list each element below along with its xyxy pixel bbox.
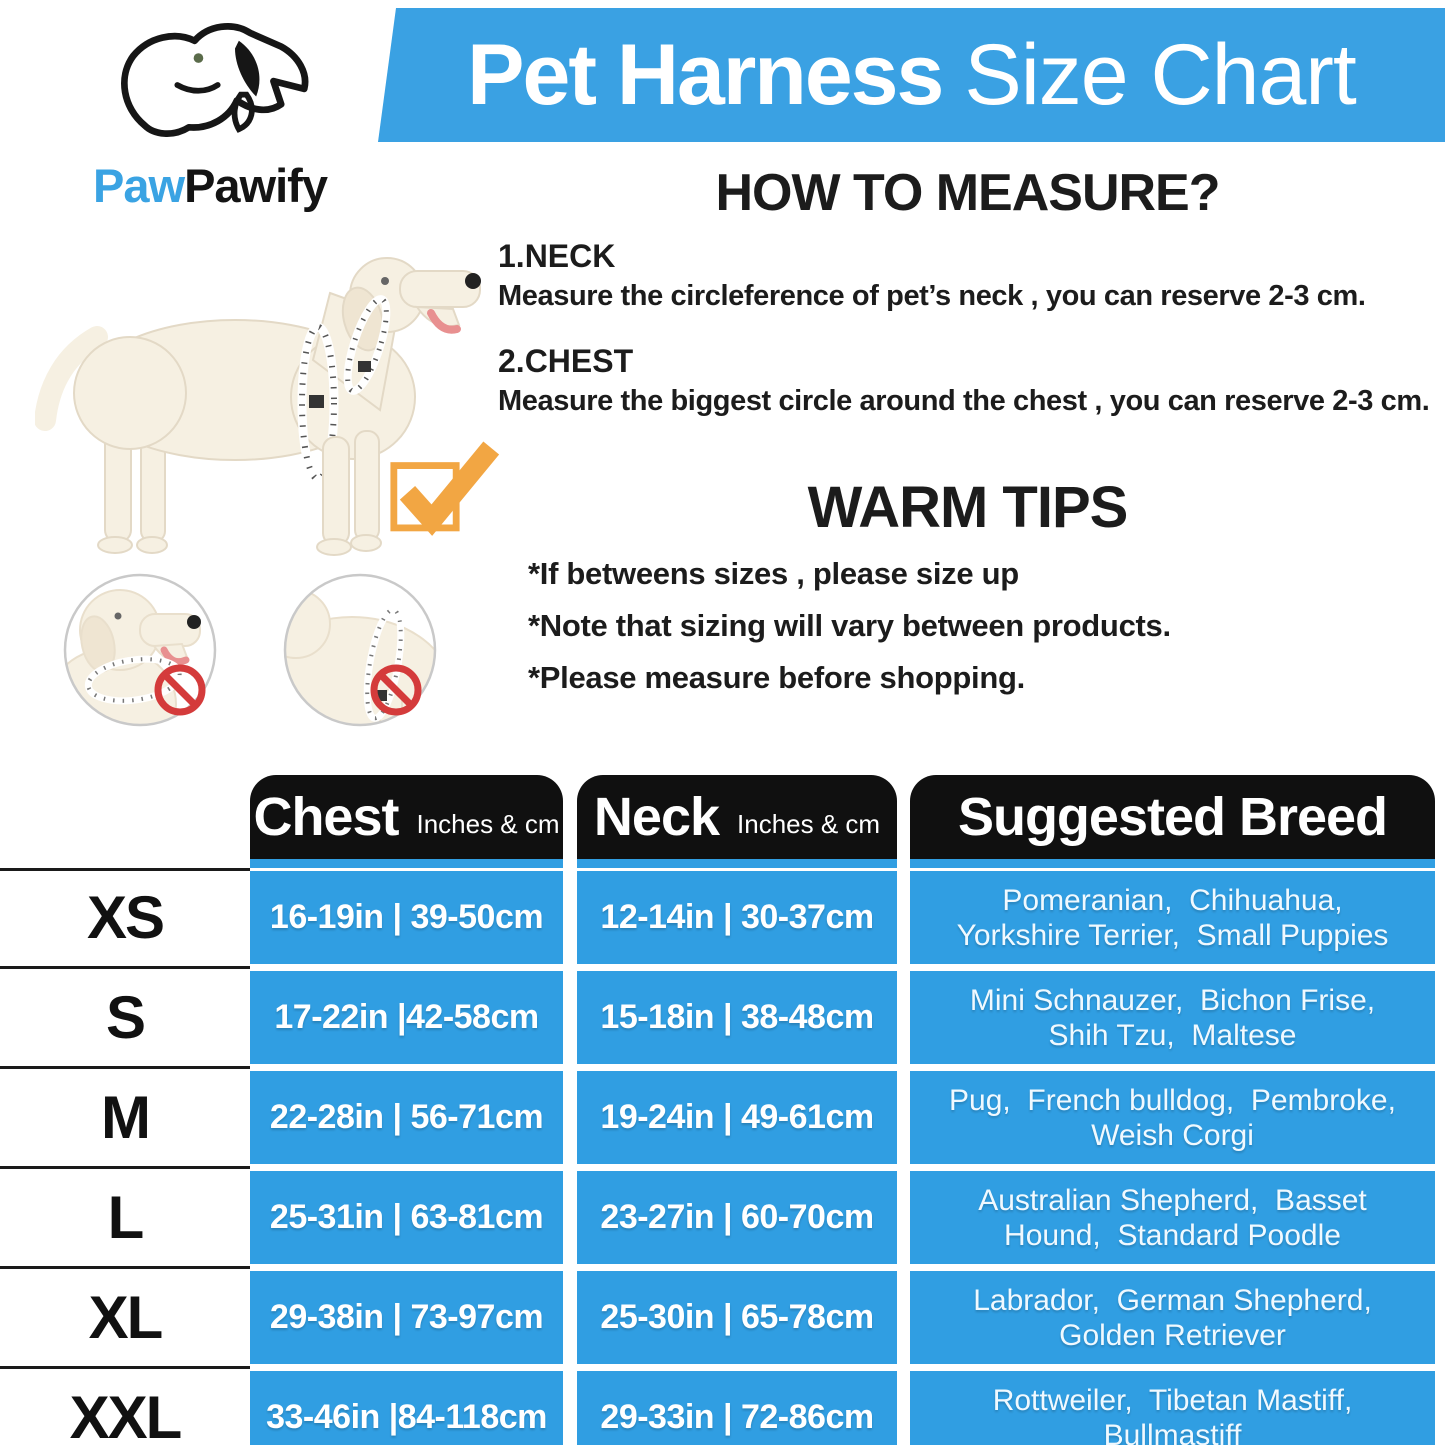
- chest-column-header: Chest Inches & cm: [250, 775, 563, 859]
- breed-line: Rottweiler, Tibetan Mastiff,: [992, 1383, 1353, 1417]
- neck-header-label: Neck: [593, 787, 720, 847]
- neck-value-xxl: 29-33in | 72-86cm: [577, 1371, 897, 1445]
- breed-line: Weish Corgi: [1091, 1118, 1254, 1152]
- title-bold: Pet Harness: [467, 26, 944, 123]
- size-label-m: M: [0, 1071, 250, 1164]
- tip-size-up: *If betweens sizes , please size up: [528, 556, 1019, 591]
- step-chest-label: 2.CHEST: [498, 343, 634, 379]
- size-label-xl: XL: [0, 1271, 250, 1364]
- dog-measuring-illustration: [35, 257, 481, 556]
- prohibition-icon: [154, 664, 206, 716]
- neck-header-accent: [577, 859, 897, 868]
- breed-cell-m: Pug, French bulldog, Pembroke, Weish Cor…: [910, 1071, 1435, 1164]
- breed-column-header: Suggested Breed: [910, 775, 1435, 859]
- step-neck-label: 1.NECK: [498, 238, 616, 274]
- brand-name: PawPawify: [45, 158, 375, 213]
- neck-value-m: 19-24in | 49-61cm: [577, 1071, 897, 1164]
- chest-value-xl: 29-38in | 73-97cm: [250, 1271, 563, 1364]
- breed-line: Yorkshire Terrier, Small Puppies: [956, 918, 1389, 952]
- size-label-xxl: XXL: [0, 1371, 250, 1445]
- chest-tape-icon: [297, 322, 339, 484]
- neck-header-units: Inches & cm: [737, 808, 881, 839]
- breed-cell-s: Mini Schnauzer, Bichon Frise, Shih Tzu, …: [910, 971, 1435, 1064]
- chest-value-m: 22-28in | 56-71cm: [250, 1071, 563, 1164]
- breed-header-accent: [910, 859, 1435, 868]
- title-banner: Pet Harness Size Chart: [378, 8, 1445, 142]
- how-to-measure-heading: HOW TO MEASURE?: [715, 164, 1220, 222]
- row-divider: [0, 1166, 250, 1169]
- breed-header-label: Suggested Breed: [957, 787, 1388, 847]
- size-label-xs: XS: [0, 871, 250, 964]
- prohibition-icon: [370, 664, 422, 716]
- chest-header-accent: [250, 859, 563, 868]
- dog-head-logo-icon: [121, 23, 309, 137]
- breed-line: Australian Shepherd, Basset: [978, 1183, 1367, 1217]
- chest-value-xs: 16-19in | 39-50cm: [250, 871, 563, 964]
- neck-value-l: 23-27in | 60-70cm: [577, 1171, 897, 1264]
- breed-line: Pug, French bulldog, Pembroke,: [949, 1083, 1396, 1117]
- wrong-chest-measure-vignette: [282, 572, 438, 728]
- neck-column-header: Neck Inches & cm: [577, 775, 897, 859]
- breed-cell-xxl: Rottweiler, Tibetan Mastiff, Bullmastiff: [910, 1371, 1435, 1445]
- breed-cell-xl: Labrador, German Shepherd, Golden Retrie…: [910, 1271, 1435, 1364]
- tip-sizing-varies: *Note that sizing will vary between prod…: [528, 608, 1171, 643]
- warm-tips-heading: WARM TIPS: [807, 475, 1129, 540]
- breed-cell-xs: Pomeranian, Chihuahua, Yorkshire Terrier…: [910, 871, 1435, 964]
- dog-tongue: [427, 309, 461, 334]
- row-divider: [0, 966, 250, 969]
- breed-cell-l: Australian Shepherd, Basset Hound, Stand…: [910, 1171, 1435, 1264]
- checkmark-icon: [390, 441, 500, 536]
- brand-name-prefix: Paw: [93, 159, 185, 212]
- breed-line: Hound, Standard Poodle: [1004, 1218, 1341, 1252]
- row-divider: [0, 1066, 250, 1069]
- brand-logo: PawPawify: [45, 6, 375, 231]
- tip-measure-first: *Please measure before shopping.: [528, 660, 1025, 695]
- size-label-l: L: [0, 1171, 250, 1264]
- row-divider: [0, 1266, 250, 1269]
- chest-value-xxl: 33-46in |84-118cm: [250, 1371, 563, 1445]
- step-neck-text: Measure the circleference of pet’s neck …: [498, 280, 1366, 312]
- brand-name-suffix: Pawify: [184, 159, 328, 212]
- title-light: Size Chart: [964, 26, 1356, 123]
- breed-line: Bullmastiff: [1103, 1418, 1242, 1445]
- chest-value-l: 25-31in | 63-81cm: [250, 1171, 563, 1264]
- step-chest-text: Measure the biggest circle around the ch…: [498, 385, 1430, 417]
- breed-line: Pomeranian, Chihuahua,: [1002, 883, 1343, 917]
- chest-header-units: Inches & cm: [416, 808, 560, 839]
- row-divider: [0, 1366, 250, 1369]
- neck-value-xs: 12-14in | 30-37cm: [577, 871, 897, 964]
- breed-line: Mini Schnauzer, Bichon Frise,: [969, 983, 1376, 1017]
- neck-value-xl: 25-30in | 65-78cm: [577, 1271, 897, 1364]
- size-label-s: S: [0, 971, 250, 1064]
- wrong-neck-measure-vignette: [62, 572, 218, 728]
- chest-value-s: 17-22in |42-58cm: [250, 971, 563, 1064]
- row-divider: [0, 868, 250, 871]
- neck-tape-icon: [343, 295, 391, 395]
- breed-line: Shih Tzu, Maltese: [1048, 1018, 1297, 1052]
- breed-line: Golden Retriever: [1059, 1318, 1286, 1352]
- chest-header-label: Chest: [253, 787, 399, 847]
- breed-line: Labrador, German Shepherd,: [973, 1283, 1372, 1317]
- neck-value-s: 15-18in | 38-48cm: [577, 971, 897, 1064]
